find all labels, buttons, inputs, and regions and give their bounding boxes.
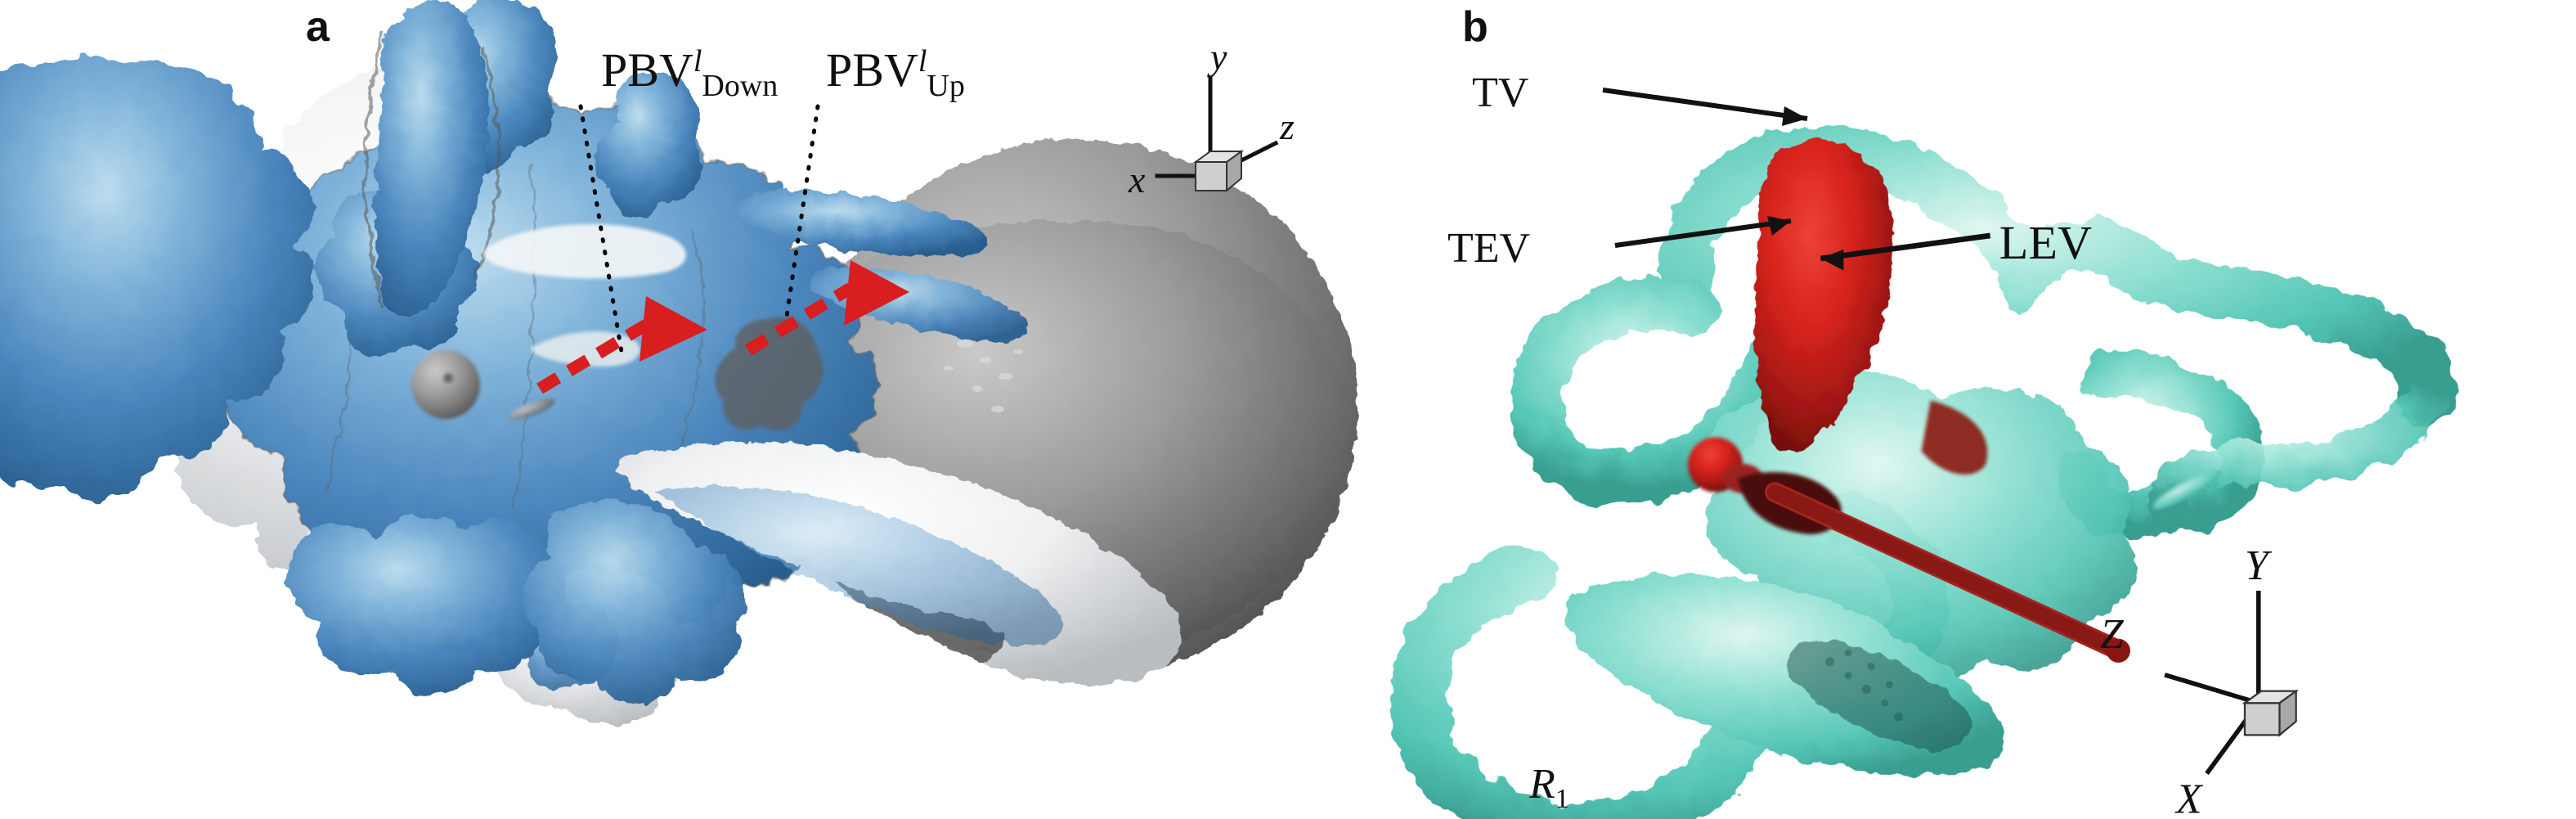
svg-text:R1: R1 <box>1528 761 1569 814</box>
svg-text:a: a <box>306 3 330 51</box>
svg-text:Z: Z <box>2100 611 2125 658</box>
svg-text:x: x <box>1128 159 1146 200</box>
svg-text:Y: Y <box>2245 542 2273 589</box>
svg-text:y: y <box>1207 36 1227 78</box>
svg-text:LEV: LEV <box>1999 216 2092 269</box>
svg-text:b: b <box>1462 3 1488 51</box>
svg-text:PBVlDown: PBVlDown <box>601 43 778 103</box>
svg-text:X: X <box>2174 776 2204 819</box>
svg-text:z: z <box>1279 106 1295 147</box>
svg-text:TEV: TEV <box>1447 225 1530 272</box>
svg-text:PBVlUp: PBVlUp <box>826 43 965 103</box>
svg-text:TV: TV <box>1472 70 1528 116</box>
